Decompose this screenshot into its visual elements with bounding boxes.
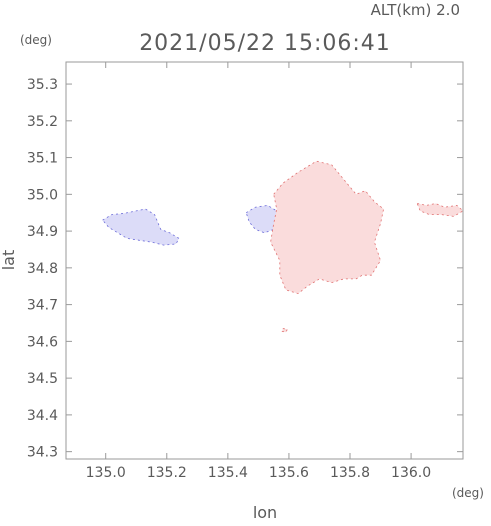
plot-frame [65,61,464,460]
y-axis-title: lat [0,250,18,271]
x-tick-label: 136.0 [391,465,431,481]
x-tick-label: 135.0 [86,465,126,481]
altitude-label: ALT(km) 2.0 [371,1,460,19]
y-tick-label: 34.7 [27,298,58,314]
x-tick-label: 135.2 [147,465,187,481]
y-tick-label: 34.3 [27,445,58,461]
y-tick-label: 35.3 [27,77,58,93]
y-tick-label: 34.4 [27,408,58,424]
x-tick-label: 135.8 [330,465,370,481]
x-unit-label: (deg) [452,486,484,500]
y-tick-label: 34.8 [27,261,58,277]
y-tick-label: 35.0 [27,187,58,203]
y-tick-label: 35.2 [27,114,58,130]
y-tick-label: 34.9 [27,224,58,240]
axis-ticks: 135.0 135.2 135.4 135.6 135.8 136.0 34.3 34.4 34… [27,62,463,481]
y-tick-label: 35.1 [27,151,58,167]
y-unit-label: (deg) [20,33,52,47]
echo-region-negative-0 [101,208,180,246]
echo-region-positive-2 [270,160,385,295]
x-axis-title: lon [253,503,277,521]
echo-region-negative-1 [245,204,281,234]
x-tick-label: 135.6 [269,465,309,481]
echo-region-positive-4 [281,328,289,333]
y-tick-label: 34.6 [27,334,58,350]
x-tick-label: 135.4 [208,465,248,481]
echo-region-positive-3 [416,202,464,217]
plot-area [101,160,464,333]
chart-title: 2021/05/22 15:06:41 [139,31,391,56]
y-tick-label: 34.5 [27,371,58,387]
